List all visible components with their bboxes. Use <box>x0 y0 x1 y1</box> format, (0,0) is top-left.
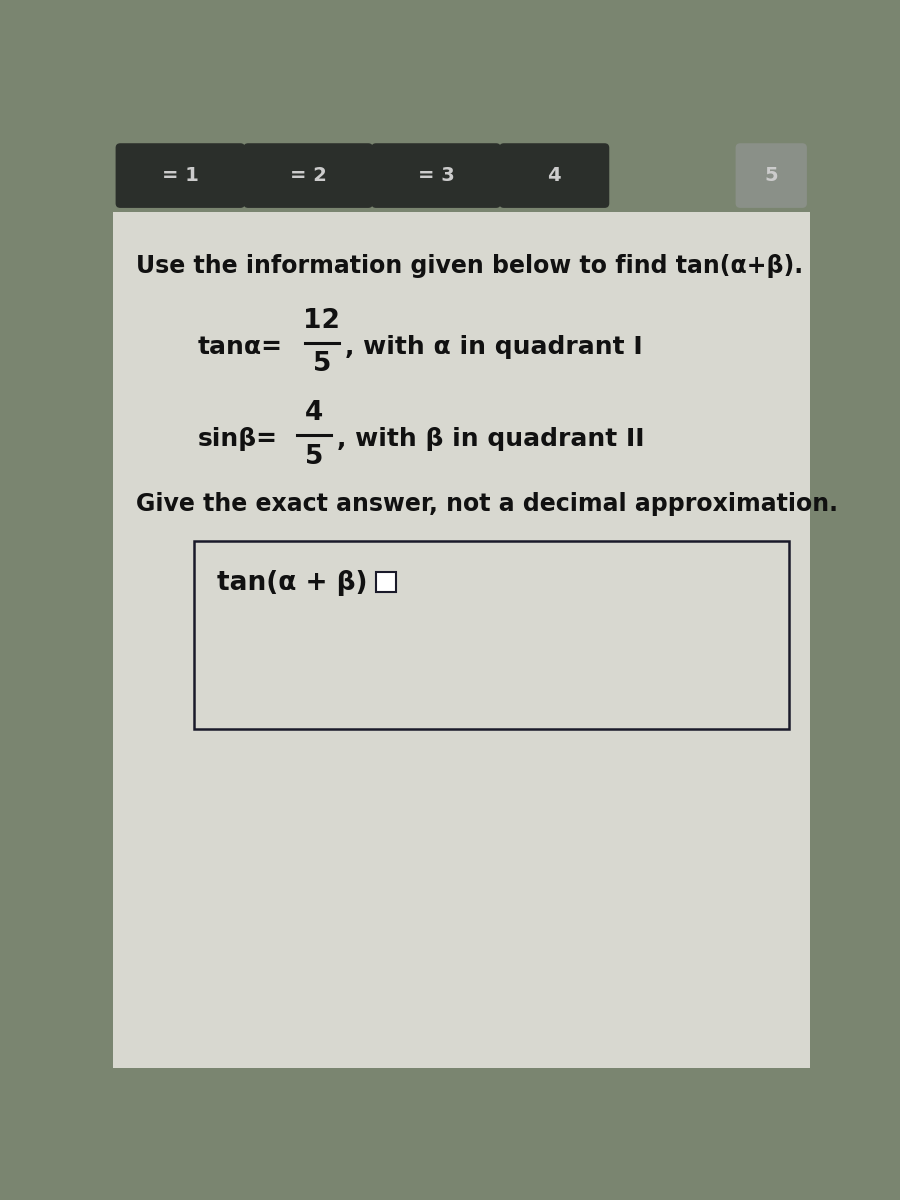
Text: , with β in quadrant II: , with β in quadrant II <box>338 427 644 451</box>
Text: 12: 12 <box>303 308 340 334</box>
FancyBboxPatch shape <box>244 143 373 208</box>
Bar <box>194 540 789 730</box>
Text: 5: 5 <box>764 166 778 185</box>
Text: Give the exact answer, not a decimal approximation.: Give the exact answer, not a decimal app… <box>136 492 838 516</box>
FancyBboxPatch shape <box>372 143 500 208</box>
Text: tan(α + β) =: tan(α + β) = <box>217 570 408 596</box>
Text: 4: 4 <box>547 166 561 185</box>
Text: 4: 4 <box>305 401 323 426</box>
FancyBboxPatch shape <box>115 143 245 208</box>
Text: tanα=: tanα= <box>198 335 283 359</box>
Text: , with α in quadrant I: , with α in quadrant I <box>345 335 643 359</box>
FancyBboxPatch shape <box>735 143 807 208</box>
Text: sinβ=: sinβ= <box>198 427 278 451</box>
Text: = 3: = 3 <box>418 166 454 185</box>
Text: Use the information given below to find tan(α+β).: Use the information given below to find … <box>136 253 803 277</box>
FancyBboxPatch shape <box>500 143 609 208</box>
Text: = 2: = 2 <box>290 166 327 185</box>
Text: 5: 5 <box>312 352 331 377</box>
Text: = 1: = 1 <box>162 166 199 185</box>
Text: 5: 5 <box>305 444 323 469</box>
Bar <box>376 572 396 592</box>
